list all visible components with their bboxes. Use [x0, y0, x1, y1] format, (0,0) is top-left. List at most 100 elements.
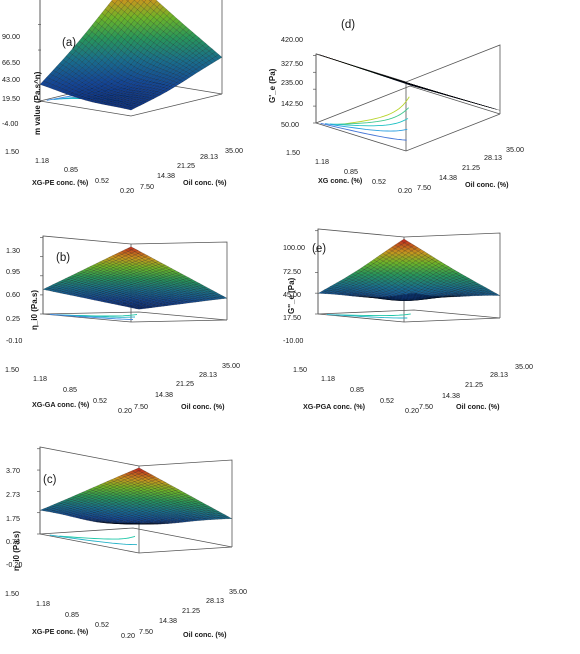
surface-cell — [208, 58, 216, 64]
surface-cell — [140, 60, 148, 67]
surface-cell — [114, 96, 122, 100]
surface-cell — [146, 81, 155, 86]
surface-cell — [101, 102, 109, 105]
surface-cell — [137, 255, 146, 259]
surface-cell — [135, 262, 143, 266]
y-tick-label: 28.13 — [206, 596, 224, 605]
surface-cell — [69, 60, 77, 67]
x-tick-label: 0.85 — [64, 165, 78, 174]
y-tick-label: 28.13 — [490, 370, 508, 379]
y-tick-label: 14.38 — [155, 390, 173, 399]
surface-cell — [163, 56, 171, 63]
surface-cell — [146, 77, 155, 82]
surface-cell — [153, 44, 161, 52]
surface-cell — [173, 281, 181, 284]
surface-cell — [165, 269, 173, 273]
y-tick-label: 21.25 — [462, 163, 480, 172]
surface-cell — [88, 91, 96, 95]
surface-cell — [114, 98, 122, 102]
surface-cell — [114, 92, 122, 96]
surface-cell — [111, 37, 119, 46]
surface-cell — [144, 255, 153, 260]
surface-cell — [153, 86, 161, 90]
z-axis-label: m value (Pa.s^n) — [33, 71, 42, 135]
x-tick-label: 0.20 — [118, 406, 132, 415]
z-tick-label: 0.95 — [6, 267, 20, 276]
surface-cell — [182, 48, 190, 54]
surface-cell — [101, 98, 109, 101]
surface-cell — [65, 83, 73, 89]
surface-cell — [126, 269, 134, 273]
surface-cell — [189, 57, 197, 63]
z-axis-label: η_i0 (Pa.s) — [12, 531, 21, 571]
surface-cell — [120, 274, 128, 278]
surface-cell — [127, 105, 135, 108]
y-tick-label: 21.25 — [465, 380, 483, 389]
x-tick-label: 0.85 — [65, 610, 79, 619]
surface-cell — [62, 66, 70, 73]
surface-cell — [153, 278, 161, 282]
floor-contour — [49, 534, 138, 546]
surface-cell — [114, 104, 122, 108]
surface-cell — [120, 99, 129, 103]
surface-cell — [147, 7, 155, 15]
surface-cell — [130, 66, 138, 73]
x-tick-label: 0.20 — [121, 631, 135, 640]
panel-a: (a) 90.00 66.50 43.00 19.50 -4.00 m valu… — [2, 0, 243, 195]
surface-cell — [189, 37, 197, 44]
surface-cell — [186, 45, 194, 52]
surface-cell — [150, 42, 158, 50]
z-tick-label: 420.00 — [281, 35, 303, 44]
surface-cell — [120, 95, 129, 99]
surface-cell — [108, 20, 116, 29]
surface-cell — [75, 84, 83, 90]
surface-cell — [140, 89, 148, 93]
box-floor-front-edges — [315, 85, 501, 124]
y-axis-label: Oil conc. (%) — [181, 402, 225, 411]
surface-cell — [114, 94, 122, 98]
surface-cell — [83, 273, 92, 277]
surface-cell — [140, 277, 148, 281]
surface-mesh — [315, 53, 501, 111]
surface-cell — [172, 61, 181, 68]
surface-cell — [169, 15, 177, 22]
x-tick-label: 0.52 — [95, 620, 109, 629]
surface-cell — [69, 65, 77, 72]
surface-cell — [94, 79, 103, 85]
surface-cell — [119, 271, 128, 275]
z-tick-label: 72.50 — [283, 267, 301, 276]
surface-cell — [127, 98, 135, 102]
x-axis-label: XG-GA conc. (%) — [32, 400, 90, 409]
surface-cell — [121, 18, 129, 26]
x-tick-label: 0.85 — [63, 385, 77, 394]
surface-cell — [195, 62, 203, 68]
x-tick-label: 1.50 — [286, 148, 300, 157]
surface-cell — [103, 275, 112, 279]
y-tick-label: 7.50 — [419, 402, 433, 411]
surface-cell — [84, 275, 92, 279]
y-tick-label: 7.50 — [134, 402, 148, 411]
surface-cell — [137, 25, 145, 33]
surface-cell — [106, 271, 115, 275]
y-tick-label: 14.38 — [439, 173, 457, 182]
surface-mesh — [42, 246, 228, 310]
surface-cell — [130, 20, 138, 28]
y-tick-label: 28.13 — [200, 152, 218, 161]
y-tick-label: 14.38 — [442, 391, 460, 400]
surface-cell — [134, 256, 143, 260]
surface-cell — [175, 272, 183, 276]
x-tick-label: 1.50 — [5, 147, 19, 156]
surface-cell — [163, 39, 171, 47]
surface-cell — [133, 82, 142, 86]
surface-cell — [127, 253, 136, 257]
surface-cell — [185, 60, 194, 66]
surface-cell — [139, 275, 148, 279]
surface-cell — [195, 66, 203, 72]
x-tick-label: 0.20 — [398, 186, 412, 195]
box-floor-back-edges — [315, 113, 501, 152]
surface-cell — [118, 260, 127, 264]
surface-mesh — [39, 467, 233, 525]
surface-cell — [143, 44, 151, 51]
surface-cell — [55, 87, 64, 92]
surface-cell — [143, 87, 151, 91]
